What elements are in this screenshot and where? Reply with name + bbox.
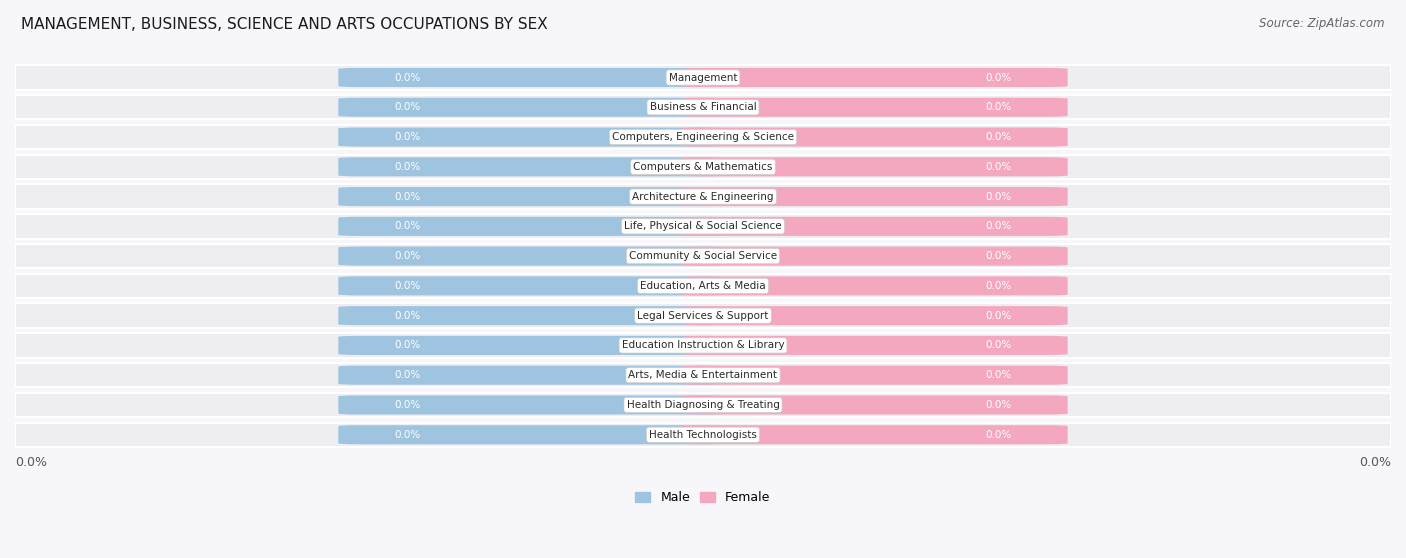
FancyBboxPatch shape [339,396,724,415]
FancyBboxPatch shape [15,184,1391,209]
FancyBboxPatch shape [339,276,724,295]
Text: 0.0%: 0.0% [394,162,420,172]
FancyBboxPatch shape [15,273,1391,298]
Text: 0.0%: 0.0% [394,191,420,201]
FancyBboxPatch shape [15,214,1391,239]
Text: 0.0%: 0.0% [394,430,420,440]
Text: 0.0%: 0.0% [394,311,420,321]
Text: Computers & Mathematics: Computers & Mathematics [633,162,773,172]
Text: Education, Arts & Media: Education, Arts & Media [640,281,766,291]
FancyBboxPatch shape [339,98,724,117]
Text: 0.0%: 0.0% [394,400,420,410]
FancyBboxPatch shape [15,393,1391,417]
FancyBboxPatch shape [682,68,1067,87]
FancyBboxPatch shape [15,244,1391,268]
FancyBboxPatch shape [15,95,1391,119]
FancyBboxPatch shape [339,425,724,444]
FancyBboxPatch shape [339,128,724,147]
Text: 0.0%: 0.0% [986,102,1012,112]
Text: 0.0%: 0.0% [15,456,46,469]
FancyBboxPatch shape [682,187,1067,206]
FancyBboxPatch shape [339,217,724,236]
Text: Life, Physical & Social Science: Life, Physical & Social Science [624,222,782,232]
FancyBboxPatch shape [15,363,1391,387]
FancyBboxPatch shape [339,247,724,266]
FancyBboxPatch shape [15,304,1391,328]
Text: Arts, Media & Entertainment: Arts, Media & Entertainment [628,370,778,380]
FancyBboxPatch shape [15,65,1391,90]
FancyBboxPatch shape [682,247,1067,266]
FancyBboxPatch shape [339,157,724,176]
Text: 0.0%: 0.0% [394,73,420,83]
FancyBboxPatch shape [339,306,724,325]
Text: 0.0%: 0.0% [394,281,420,291]
Text: 0.0%: 0.0% [986,311,1012,321]
FancyBboxPatch shape [339,336,724,355]
Text: MANAGEMENT, BUSINESS, SCIENCE AND ARTS OCCUPATIONS BY SEX: MANAGEMENT, BUSINESS, SCIENCE AND ARTS O… [21,17,548,32]
FancyBboxPatch shape [339,187,724,206]
Text: Education Instruction & Library: Education Instruction & Library [621,340,785,350]
Text: 0.0%: 0.0% [1360,456,1391,469]
FancyBboxPatch shape [682,336,1067,355]
FancyBboxPatch shape [682,306,1067,325]
Text: 0.0%: 0.0% [394,222,420,232]
Text: Community & Social Service: Community & Social Service [628,251,778,261]
Text: Management: Management [669,73,737,83]
Text: Health Technologists: Health Technologists [650,430,756,440]
FancyBboxPatch shape [682,365,1067,384]
Text: 0.0%: 0.0% [986,132,1012,142]
Text: 0.0%: 0.0% [986,400,1012,410]
Text: Source: ZipAtlas.com: Source: ZipAtlas.com [1260,17,1385,30]
Text: 0.0%: 0.0% [394,370,420,380]
Text: 0.0%: 0.0% [986,370,1012,380]
FancyBboxPatch shape [682,157,1067,176]
Text: Business & Financial: Business & Financial [650,102,756,112]
Text: 0.0%: 0.0% [986,73,1012,83]
FancyBboxPatch shape [682,128,1067,147]
Text: Health Diagnosing & Treating: Health Diagnosing & Treating [627,400,779,410]
Legend: Male, Female: Male, Female [630,486,776,509]
FancyBboxPatch shape [682,425,1067,444]
FancyBboxPatch shape [15,422,1391,447]
Text: 0.0%: 0.0% [986,281,1012,291]
FancyBboxPatch shape [682,98,1067,117]
FancyBboxPatch shape [682,396,1067,415]
FancyBboxPatch shape [682,276,1067,295]
Text: 0.0%: 0.0% [986,191,1012,201]
Text: 0.0%: 0.0% [394,132,420,142]
FancyBboxPatch shape [339,365,724,384]
FancyBboxPatch shape [15,125,1391,149]
FancyBboxPatch shape [682,217,1067,236]
Text: Computers, Engineering & Science: Computers, Engineering & Science [612,132,794,142]
Text: 0.0%: 0.0% [986,162,1012,172]
FancyBboxPatch shape [339,68,724,87]
Text: 0.0%: 0.0% [986,430,1012,440]
Text: Legal Services & Support: Legal Services & Support [637,311,769,321]
FancyBboxPatch shape [15,155,1391,179]
Text: 0.0%: 0.0% [394,340,420,350]
Text: Architecture & Engineering: Architecture & Engineering [633,191,773,201]
Text: 0.0%: 0.0% [394,251,420,261]
Text: 0.0%: 0.0% [394,102,420,112]
Text: 0.0%: 0.0% [986,251,1012,261]
Text: 0.0%: 0.0% [986,340,1012,350]
Text: 0.0%: 0.0% [986,222,1012,232]
FancyBboxPatch shape [15,333,1391,358]
